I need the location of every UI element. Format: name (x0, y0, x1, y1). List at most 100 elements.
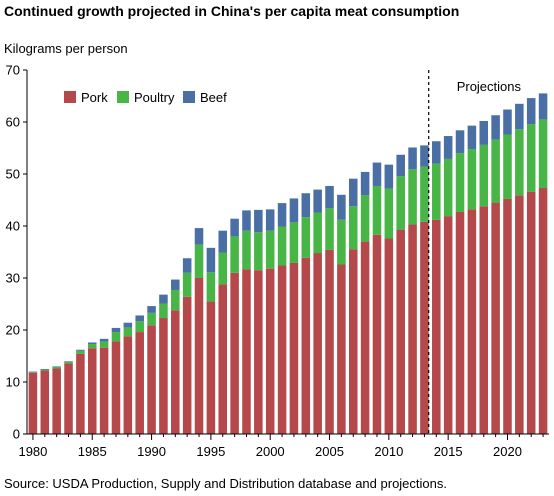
bar-poultry-2012 (408, 169, 417, 225)
bar-pork-1997 (230, 272, 239, 434)
bar-pork-1992 (171, 310, 180, 434)
bar-beef-1990 (147, 306, 156, 313)
bar-beef-2007 (348, 178, 358, 207)
legend: Pork Poultry Beef (64, 90, 227, 105)
bar-poultry-2021 (515, 129, 524, 196)
bar-beef-1997 (230, 218, 239, 237)
bar-pork-1987 (111, 341, 121, 434)
bar-pork-2000 (265, 268, 275, 434)
bar-poultry-2020 (503, 134, 512, 199)
bar-poultry-1982 (52, 366, 61, 369)
bar-beef-2012 (408, 147, 417, 170)
bar-beef-2010 (384, 164, 394, 189)
bar-poultry-1993 (182, 272, 192, 297)
bar-beef-2006 (337, 194, 346, 220)
bar-pork-2010 (384, 238, 394, 434)
bar-beef-2023 (538, 93, 548, 120)
bar-beef-2002 (289, 198, 299, 223)
bar-poultry-1992 (171, 289, 180, 311)
bar-poultry-2018 (479, 144, 489, 207)
bar-beef-2019 (491, 115, 500, 140)
bar-pork-2015 (443, 216, 453, 434)
bar-pork-2023 (538, 188, 548, 434)
bar-beef-1996 (218, 230, 228, 253)
bar-pork-2022 (526, 191, 536, 434)
bar-beef-1995 (206, 247, 216, 273)
bar-poultry-1997 (230, 236, 239, 273)
bar-beef-2000 (265, 209, 275, 231)
y-tick-label-10: 10 (6, 375, 20, 390)
bar-poultry-1983 (64, 361, 73, 364)
bar-pork-1980 (28, 372, 38, 434)
bar-poultry-1987 (111, 332, 121, 342)
x-tick-label-2010: 2010 (374, 444, 403, 459)
bar-poultry-2005 (325, 208, 334, 250)
bar-poultry-1980 (28, 372, 38, 373)
bar-poultry-1999 (254, 232, 263, 271)
x-tick-label-2005: 2005 (315, 444, 344, 459)
bar-pork-1985 (87, 348, 97, 434)
bar-poultry-2011 (396, 176, 405, 230)
legend-swatch-poultry (117, 91, 129, 103)
legend-swatch-pork (64, 91, 76, 103)
bar-poultry-2006 (337, 219, 346, 265)
bar-poultry-1981 (40, 369, 50, 371)
bar-pork-2003 (301, 257, 311, 434)
bar-poultry-2001 (277, 226, 287, 266)
bar-pork-1989 (135, 332, 144, 434)
bar-poultry-2002 (289, 222, 299, 263)
bar-pork-1984 (76, 353, 85, 434)
bar-pork-2004 (313, 253, 322, 434)
bar-beef-2013 (420, 145, 429, 167)
y-tick-label-40: 40 (6, 219, 20, 234)
bar-beef-1983 (64, 361, 73, 362)
bar-pork-1999 (254, 270, 263, 434)
bar-beef-2015 (443, 136, 453, 159)
x-tick-label-2015: 2015 (434, 444, 463, 459)
bar-pork-2017 (467, 209, 477, 434)
y-tick-label-70: 70 (6, 63, 20, 78)
bar-beef-1989 (135, 315, 144, 322)
bar-poultry-2015 (443, 158, 453, 217)
bar-pork-1994 (194, 278, 204, 434)
bar-pork-1988 (123, 336, 133, 434)
x-tick-label-2000: 2000 (256, 444, 285, 459)
x-tick-label-1980: 1980 (18, 444, 47, 459)
bar-poultry-2016 (455, 153, 465, 212)
bar-beef-2008 (360, 171, 370, 196)
y-tick-label-60: 60 (6, 115, 20, 130)
legend-swatch-beef (183, 91, 195, 103)
bar-pork-2021 (515, 195, 524, 434)
bar-poultry-1988 (123, 327, 133, 337)
bar-poultry-2008 (360, 195, 370, 242)
bar-beef-2016 (455, 130, 465, 154)
bar-pork-1990 (147, 325, 156, 434)
bar-pork-1998 (242, 269, 251, 434)
bar-poultry-2023 (538, 119, 548, 189)
y-tick-label-30: 30 (6, 271, 20, 286)
bar-poultry-1996 (218, 252, 228, 285)
legend-label-poultry: Poultry (134, 90, 175, 105)
bar-pork-2019 (491, 202, 500, 434)
bar-poultry-2019 (491, 139, 500, 203)
bar-poultry-1994 (194, 244, 204, 278)
bar-poultry-2007 (348, 206, 358, 250)
chart-title: Continued growth projected in China's pe… (4, 3, 460, 19)
bar-pork-2014 (432, 219, 441, 434)
bar-beef-2018 (479, 120, 489, 145)
legend-label-pork: Pork (81, 90, 108, 105)
y-tick-label-0: 0 (13, 427, 20, 442)
bar-beef-2022 (526, 98, 536, 125)
axes-group: 0 10 20 30 40 50 60 70 1980 1985 1990 1995 2000 2005 2… (6, 63, 549, 459)
bar-beef-2005 (325, 185, 334, 209)
bar-pork-2012 (408, 224, 417, 434)
bar-beef-1982 (52, 366, 61, 367)
bar-beef-2011 (396, 154, 405, 177)
bar-pork-1986 (99, 347, 109, 434)
x-tick-label-1990: 1990 (137, 444, 166, 459)
bar-poultry-2017 (467, 149, 477, 210)
bar-beef-1985 (87, 342, 97, 345)
bar-pork-2009 (372, 234, 382, 434)
x-tick-label-2020: 2020 (493, 444, 522, 459)
